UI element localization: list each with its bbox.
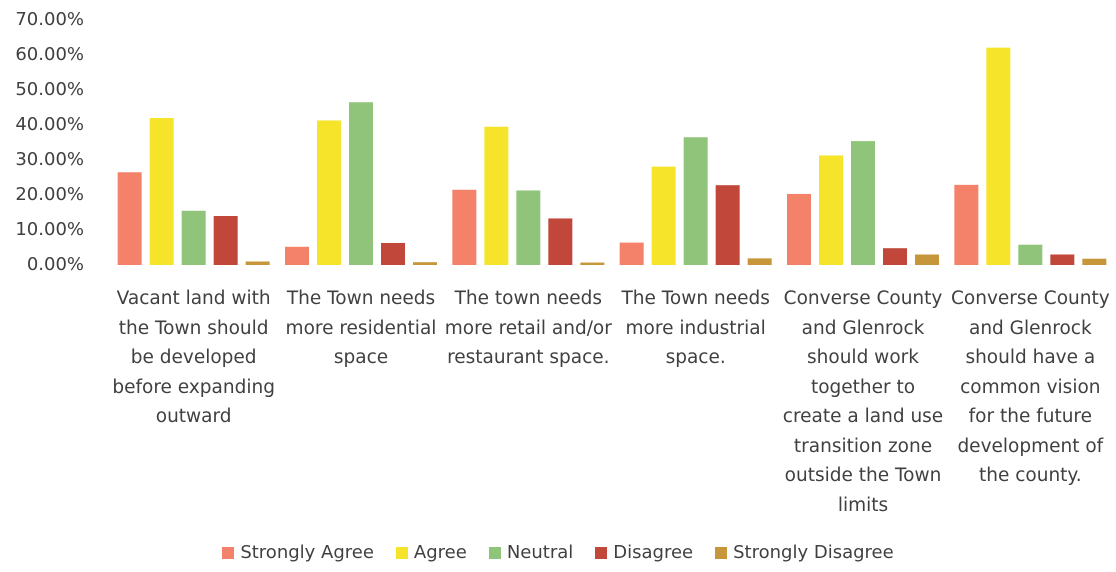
legend-swatch — [395, 546, 408, 559]
legend-label: Agree — [413, 542, 467, 563]
bar — [580, 262, 605, 265]
bar — [452, 189, 477, 265]
y-tick-label: 40.00% — [15, 114, 84, 135]
x-tick-label: Converse County and Glenrock should work… — [782, 288, 944, 516]
y-tick-label: 50.00% — [15, 79, 84, 100]
x-tick-label: Vacant land with the Town should be deve… — [112, 288, 275, 427]
bar — [181, 210, 206, 265]
bar — [851, 141, 875, 265]
bar — [1018, 244, 1043, 265]
bar — [413, 262, 437, 265]
x-tick-label: The Town needs more industrial space. — [621, 288, 770, 368]
bar — [149, 118, 174, 265]
bar — [651, 166, 676, 265]
bar — [381, 242, 405, 265]
y-tick-label: 60.00% — [15, 44, 84, 65]
y-tick-label: 30.00% — [15, 149, 84, 170]
legend-item: Agree — [395, 542, 467, 563]
y-tick-label: 70.00% — [15, 9, 84, 30]
legend-label: Strongly Agree — [240, 542, 374, 563]
legend-item: Disagree — [595, 542, 693, 563]
legend-label: Disagree — [613, 542, 694, 563]
bar — [715, 185, 740, 265]
bar — [787, 193, 811, 265]
legend: Strongly Agree Agree Neutral Disagree Strong… — [0, 542, 1116, 563]
y-tick-label: 10.00% — [15, 219, 84, 240]
bar — [285, 246, 309, 265]
x-tick-label: The town needs more retail and/or restau… — [444, 288, 612, 368]
bar — [954, 184, 979, 265]
legend-label: Strongly Disagree — [733, 542, 894, 563]
legend-label: Neutral — [506, 542, 574, 563]
legend-swatch — [222, 546, 235, 559]
legend-item: Strongly Agree — [222, 542, 374, 563]
bar — [516, 190, 541, 265]
x-tick-label: Converse County and Glenrock should have… — [950, 288, 1110, 486]
legend-swatch — [715, 546, 728, 559]
legend-swatch — [488, 546, 501, 559]
bar — [349, 102, 373, 265]
y-tick-label: 0.00% — [27, 254, 84, 275]
bar — [213, 216, 238, 265]
bar — [484, 126, 509, 265]
y-tick-label: 20.00% — [15, 184, 84, 205]
bar — [747, 258, 772, 265]
x-tick-label: The Town needs more residential space — [285, 288, 437, 368]
legend-swatch — [595, 546, 608, 559]
bar — [548, 218, 573, 265]
bar — [619, 242, 644, 265]
bar — [1082, 258, 1107, 265]
bar — [317, 120, 341, 265]
bar — [883, 248, 907, 265]
bar — [117, 172, 142, 265]
bar — [245, 261, 270, 265]
bar — [819, 155, 843, 265]
legend-item: Strongly Disagree — [715, 542, 894, 563]
legend-item: Neutral — [488, 542, 574, 563]
bar — [915, 254, 939, 265]
bar — [683, 137, 708, 265]
bar — [986, 47, 1011, 266]
bar — [1050, 254, 1075, 265]
